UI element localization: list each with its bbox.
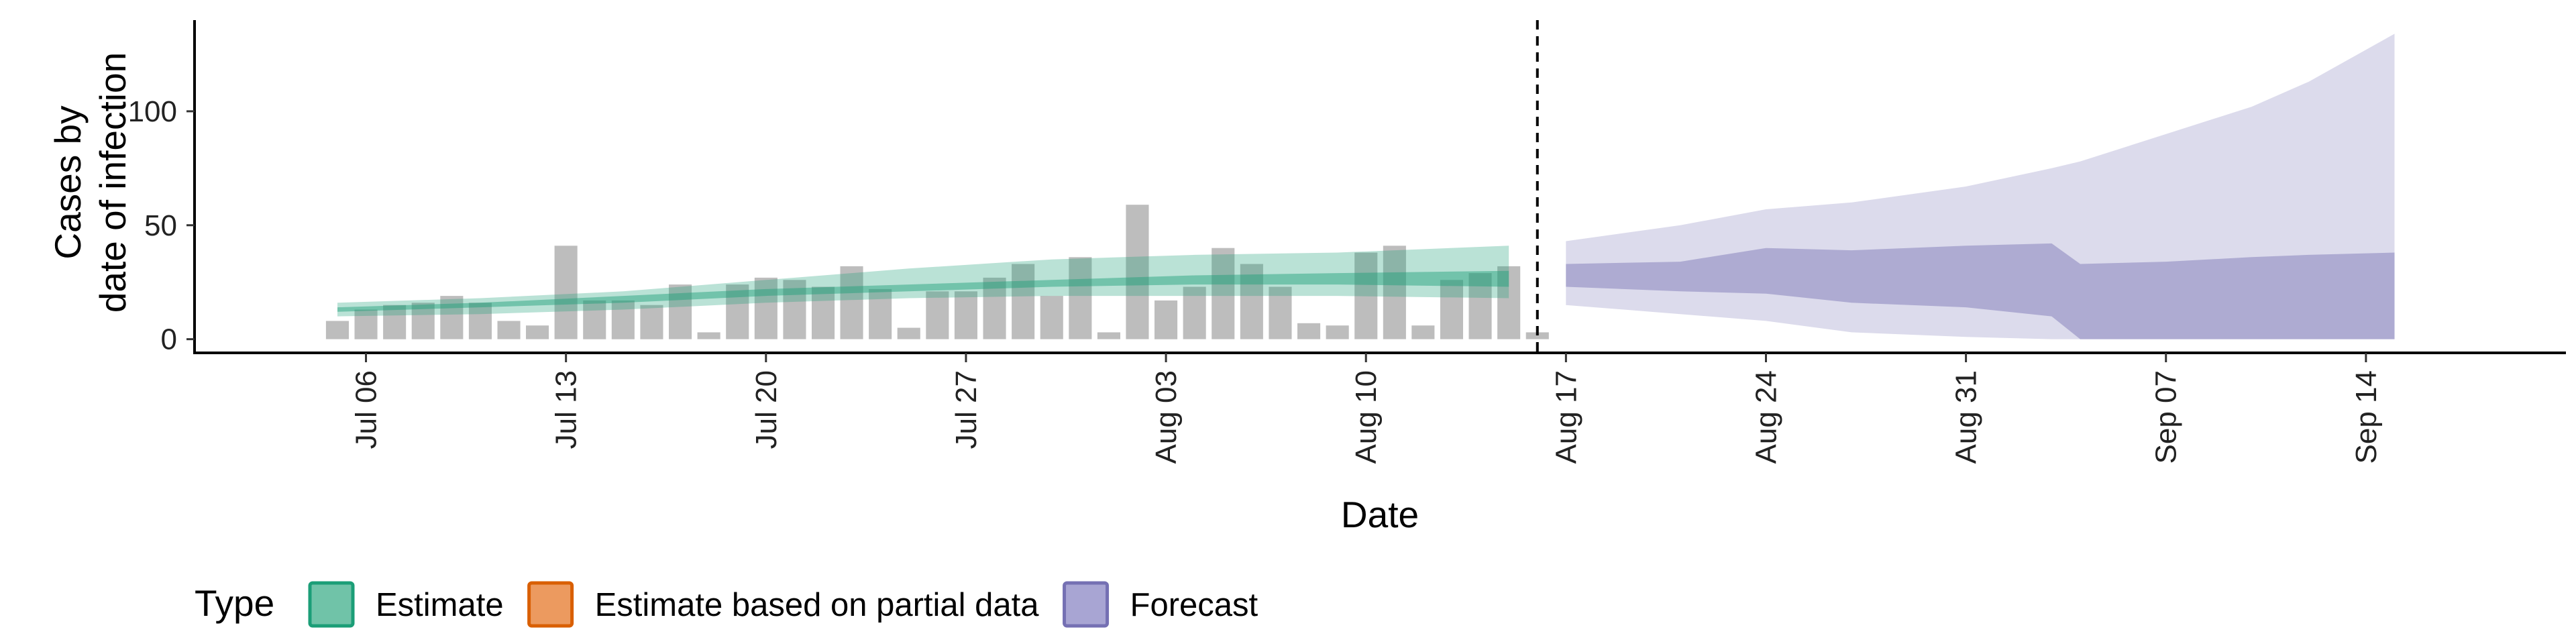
case-bar (926, 291, 949, 339)
case-bar (812, 286, 835, 339)
case-bar (697, 332, 720, 339)
x-tick-label: Jul 13 (550, 370, 583, 449)
case-bar (1012, 264, 1035, 339)
case-bar (1383, 246, 1406, 339)
case-bar (1155, 300, 1178, 339)
case-bar (783, 280, 806, 339)
axes (193, 20, 2566, 354)
case-bar (1040, 296, 1063, 339)
legend-key-estimate (308, 581, 355, 628)
forecast-ribbon-90 (1566, 34, 2395, 339)
y-axis-title: Cases by date of infection (47, 52, 133, 313)
case-bar (1297, 323, 1321, 339)
case-bar (497, 321, 521, 339)
case-bar (554, 246, 578, 339)
case-bar (869, 288, 892, 339)
estimate-ribbon-90 (337, 246, 1509, 317)
case-bar (726, 284, 749, 339)
case-bar (1354, 252, 1378, 339)
x-tick-label: Sep 07 (2150, 370, 2183, 464)
x-tick-label: Aug 24 (1750, 370, 1783, 464)
case-bar (1269, 286, 1292, 339)
case-bar (1097, 332, 1120, 339)
case-bar (1240, 264, 1263, 339)
x-axis-title: Date (1341, 494, 1419, 535)
legend-key-estimate-based-on-partial-data (527, 581, 574, 628)
case-bar (983, 277, 1006, 339)
legend-label-estimate: Estimate (376, 587, 504, 623)
estimate-ribbon-50 (337, 270, 1509, 312)
case-bar (640, 305, 663, 339)
x-axis-ticks: Jul 06 Jul 13 Jul 20 Jul 27 Aug 03 Aug 10 Aug … (350, 353, 2383, 464)
case-bar (754, 277, 777, 339)
case-bar (526, 325, 549, 339)
case-bar (1497, 266, 1521, 339)
case-bar (669, 284, 692, 339)
case-bar (1440, 280, 1463, 339)
case-bar (954, 291, 977, 339)
x-tick-label: Jul 27 (950, 370, 983, 449)
x-tick-label: Aug 17 (1550, 370, 1582, 464)
x-tick-label: Sep 14 (2350, 370, 2383, 464)
case-bar (1326, 325, 1349, 339)
case-bar (354, 309, 378, 339)
case-bar (1183, 286, 1206, 339)
case-bar (440, 296, 464, 339)
case-bar (468, 303, 492, 339)
x-tick-label: Aug 10 (1350, 370, 1383, 464)
case-bar (1212, 248, 1235, 339)
case-bar (897, 327, 920, 339)
x-tick-label: Aug 03 (1150, 370, 1183, 464)
case-bar (411, 303, 435, 339)
plot-area (325, 20, 2395, 353)
case-bar (1525, 332, 1549, 339)
legend-title: Type (195, 582, 274, 624)
legend-label-forecast: Forecast (1130, 587, 1258, 623)
forecast-ribbon-50 (1566, 243, 2395, 339)
case-bar (1126, 205, 1149, 339)
case-bar (1069, 257, 1092, 339)
case-bar (1468, 273, 1492, 339)
y-axis-title-line-1: Cases by (47, 105, 89, 260)
legend-label-estimate-based-on-partial-data: Estimate based on partial data (595, 587, 1040, 623)
x-tick-label: Jul 06 (350, 370, 383, 449)
y-tick-label: 50 (144, 209, 177, 242)
case-bar (383, 305, 407, 339)
y-axis-title-line-2: date of infection (92, 52, 133, 313)
case-bar (840, 266, 863, 339)
x-tick-label: Aug 31 (1950, 370, 1983, 464)
case-bar (325, 321, 349, 339)
case-bar (583, 300, 606, 339)
x-tick-label: Jul 20 (750, 370, 783, 449)
y-tick-label: 100 (128, 95, 177, 128)
legend: Type Estimate Estimate based on partial d… (195, 581, 1258, 628)
case-bar (1411, 325, 1435, 339)
y-axis-ticks: 0 50 100 (128, 95, 195, 356)
case-bar (611, 300, 635, 339)
y-tick-label: 0 (161, 323, 177, 356)
legend-key-forecast (1063, 581, 1110, 628)
